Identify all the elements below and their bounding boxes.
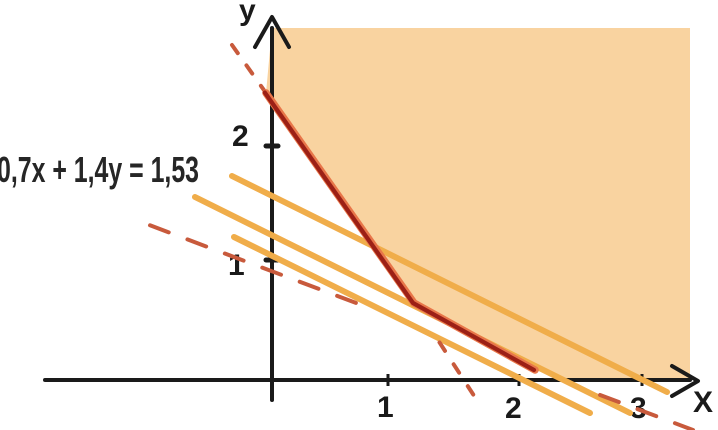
svg-text:2: 2: [505, 392, 522, 425]
svg-text:1: 1: [377, 391, 394, 424]
svg-text:y: y: [239, 0, 256, 27]
svg-text:X: X: [693, 386, 713, 419]
svg-text:0,7x + 1,4y = 1,53: 0,7x + 1,4y = 1,53: [0, 149, 199, 190]
svg-text:2: 2: [232, 120, 249, 153]
